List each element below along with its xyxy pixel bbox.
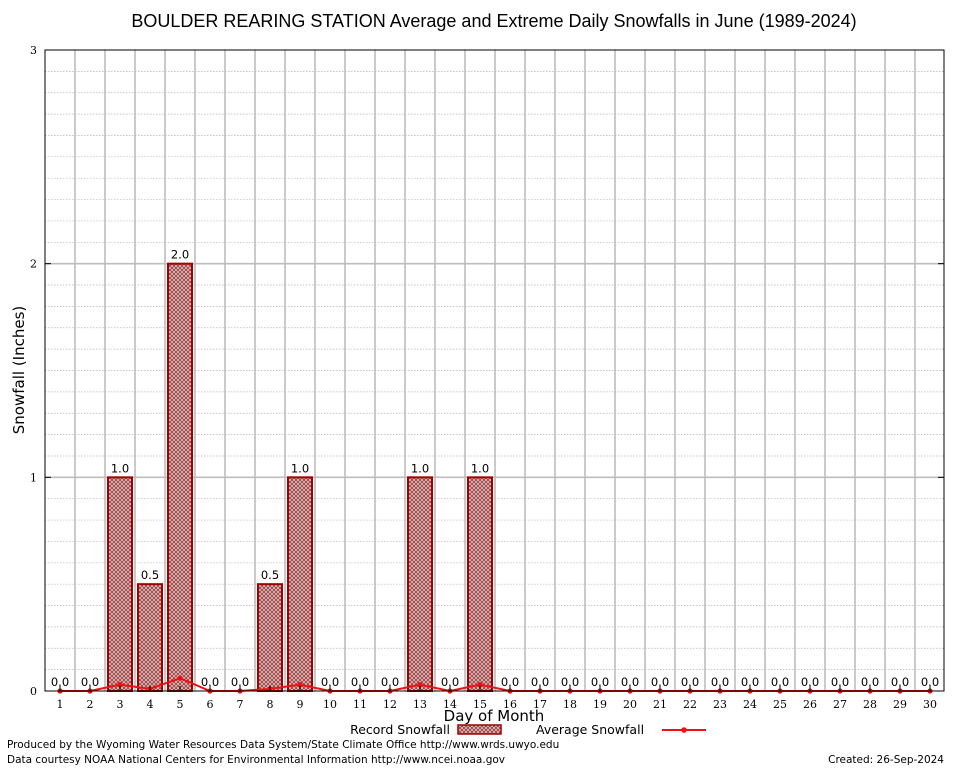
footer-data-courtesy: Data courtesy NOAA National Centers for … xyxy=(7,754,505,766)
bar-value-label: 2.0 xyxy=(171,248,189,262)
average-point xyxy=(477,681,483,688)
y-tick-label: 0 xyxy=(30,685,37,698)
x-tick-label: 23 xyxy=(713,698,727,711)
x-tick-label: 6 xyxy=(207,698,214,711)
x-tick-label: 1 xyxy=(57,698,64,711)
bar-value-label: 0.0 xyxy=(531,675,549,689)
bar-value-label: 0.0 xyxy=(201,675,219,689)
bar-value-label: 0.0 xyxy=(681,675,699,689)
legend-swatch-average-marker xyxy=(681,727,687,733)
average-point xyxy=(117,681,123,688)
bar-value-label: 0.0 xyxy=(591,675,609,689)
x-tick-label: 26 xyxy=(803,698,817,711)
bar-value-label: 0.5 xyxy=(141,568,159,582)
record-bar xyxy=(167,262,193,692)
average-point xyxy=(417,681,423,688)
legend: Record Snowfall Average Snowfall xyxy=(350,722,706,737)
bar-value-label: 1.0 xyxy=(411,461,429,475)
x-tick-label: 4 xyxy=(147,698,154,711)
bar-value-label: 0.0 xyxy=(81,675,99,689)
bar-value-label: 0.0 xyxy=(921,675,939,689)
x-tick-label: 13 xyxy=(413,698,427,711)
bar-value-label: 0.0 xyxy=(831,675,849,689)
bar-value-label: 0.0 xyxy=(561,675,579,689)
record-bar xyxy=(257,583,283,693)
average-point xyxy=(297,681,303,688)
y-tick-label: 1 xyxy=(30,471,37,484)
x-tick-label: 29 xyxy=(893,698,907,711)
record-bar xyxy=(137,583,163,693)
bar-value-label: 0.0 xyxy=(441,675,459,689)
legend-label-record: Record Snowfall xyxy=(350,722,450,737)
x-tick-label: 10 xyxy=(323,698,337,711)
bar-value-labels: 0.0 0.0 1.0 0.5 2.0 0.0 0.0 0.5 1.0 0.0 0.0 0.0 1.0 0… xyxy=(51,248,939,689)
x-tick-label: 5 xyxy=(177,698,184,711)
record-bar xyxy=(107,476,133,693)
y-tick-label: 3 xyxy=(30,44,37,57)
footer-produced-by: Produced by the Wyoming Water Resources … xyxy=(7,739,559,751)
bar-value-label: 1.0 xyxy=(291,461,309,475)
record-bar xyxy=(407,476,433,693)
bar-value-label: 0.0 xyxy=(501,675,519,689)
x-axis-title: Day of Month xyxy=(444,707,545,725)
bar-value-label: 0.0 xyxy=(891,675,909,689)
bar-value-label: 0.0 xyxy=(801,675,819,689)
legend-label-average: Average Snowfall xyxy=(536,722,644,737)
bar-value-label: 1.0 xyxy=(111,461,129,475)
x-tick-label: 21 xyxy=(653,698,667,711)
grid xyxy=(45,50,944,691)
legend-swatch-record xyxy=(457,724,502,735)
x-tick-label: 11 xyxy=(353,698,367,711)
average-point xyxy=(177,675,183,681)
chart-title: BOULDER REARING STATION Average and Extr… xyxy=(131,11,856,31)
record-bar xyxy=(287,476,313,693)
x-tick-label: 9 xyxy=(297,698,304,711)
x-tick-label: 3 xyxy=(117,698,124,711)
x-tick-label: 22 xyxy=(683,698,697,711)
axis-ticks: 1 2 3 4 5 6 7 8 9 10 11 12 13 14 15 16 17 18 19 20 21 22 23 24 2… xyxy=(30,44,944,711)
bar-value-label: 0.5 xyxy=(261,568,279,582)
x-tick-label: 24 xyxy=(743,698,757,711)
x-tick-label: 19 xyxy=(593,698,607,711)
y-tick-label: 2 xyxy=(30,258,37,271)
x-tick-label: 12 xyxy=(383,698,397,711)
x-tick-label: 15 xyxy=(473,698,487,711)
plot-frame xyxy=(44,49,945,692)
bar-value-label: 0.0 xyxy=(711,675,729,689)
x-tick-label: 30 xyxy=(923,698,937,711)
record-bar xyxy=(467,476,493,693)
bar-value-label: 0.0 xyxy=(771,675,789,689)
bar-value-label: 0.0 xyxy=(51,675,69,689)
y-axis-title: Snowfall (Inches) xyxy=(10,306,28,434)
x-tick-label: 2 xyxy=(87,698,94,711)
bar-value-label: 0.0 xyxy=(351,675,369,689)
x-tick-label: 18 xyxy=(563,698,577,711)
bar-value-label: 0.0 xyxy=(651,675,669,689)
bar-value-label: 0.0 xyxy=(741,675,759,689)
x-tick-label: 7 xyxy=(237,698,244,711)
bar-value-label: 1.0 xyxy=(471,461,489,475)
bar-value-label: 0.0 xyxy=(321,675,339,689)
x-tick-label: 16 xyxy=(503,698,517,711)
x-tick-label: 25 xyxy=(773,698,787,711)
bar-value-label: 0.0 xyxy=(231,675,249,689)
x-tick-label: 20 xyxy=(623,698,637,711)
bar-value-label: 0.0 xyxy=(621,675,639,689)
bar-value-label: 0.0 xyxy=(861,675,879,689)
x-tick-label: 8 xyxy=(267,698,274,711)
x-tick-label: 27 xyxy=(833,698,847,711)
x-tick-label: 14 xyxy=(443,698,457,711)
x-tick-label: 28 xyxy=(863,698,877,711)
bar-value-label: 0.0 xyxy=(381,675,399,689)
footer-created-date: Created: 26-Sep-2024 xyxy=(828,754,944,766)
x-tick-label: 17 xyxy=(533,698,547,711)
